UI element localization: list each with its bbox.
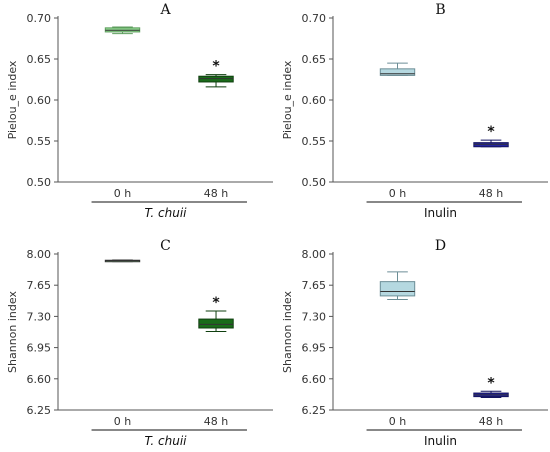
box-baseline bbox=[104, 26, 141, 35]
y-tick-label: 0.70 bbox=[302, 12, 327, 25]
box-iqr bbox=[379, 68, 416, 76]
panel-a: 0.50 0.55 0.60 0.65 0.70 Pielou_e index A 0 h * 4… bbox=[6, 2, 273, 220]
box-baseline bbox=[379, 271, 416, 300]
x-tick-label: 48 h bbox=[204, 415, 228, 428]
y-tick-label: 0.60 bbox=[302, 94, 327, 107]
significance-marker: * bbox=[487, 375, 495, 391]
y-tick-label: 8.00 bbox=[302, 248, 327, 261]
significance-marker: * bbox=[487, 124, 495, 140]
panel-letter: C bbox=[160, 238, 171, 254]
panel-letter: D bbox=[435, 238, 446, 254]
box-baseline bbox=[104, 259, 141, 263]
box-iqr bbox=[198, 318, 234, 329]
y-tick-label: 6.25 bbox=[27, 404, 52, 417]
group-label: T. chuii bbox=[144, 206, 187, 220]
y-axis-label: Shannon index bbox=[6, 291, 19, 373]
x-tick-label: 0 h bbox=[389, 415, 406, 428]
y-tick-label: 0.50 bbox=[27, 176, 52, 189]
x-tick-label: 0 h bbox=[114, 187, 131, 200]
y-tick-label: 7.65 bbox=[302, 279, 327, 292]
panel-b: 0.50 0.55 0.60 0.65 0.70 Pielou_e index B 0 h * 4… bbox=[281, 2, 548, 220]
y-tick-label: 6.60 bbox=[302, 373, 327, 386]
y-tick-label: 7.30 bbox=[27, 310, 52, 323]
x-tick-label: 48 h bbox=[204, 187, 228, 200]
panel-d: 6.25 6.60 6.95 7.30 7.65 8.00 Shannon index D 0 … bbox=[281, 238, 548, 448]
y-tick-label: 7.30 bbox=[302, 310, 327, 323]
group-label: Inulin bbox=[424, 206, 457, 220]
x-tick-label: 0 h bbox=[114, 415, 131, 428]
y-axis-label: Pielou_e index bbox=[6, 60, 19, 139]
y-tick-label: 0.60 bbox=[27, 94, 52, 107]
y-tick-label: 6.95 bbox=[302, 342, 327, 355]
y-tick-label: 6.25 bbox=[302, 404, 327, 417]
box-treated: * bbox=[198, 59, 234, 88]
y-tick-label: 0.65 bbox=[302, 53, 327, 66]
box-treated: * bbox=[473, 375, 509, 399]
y-tick-label: 8.00 bbox=[27, 248, 52, 261]
box-treated: * bbox=[473, 124, 509, 148]
y-tick-label: 6.95 bbox=[27, 342, 52, 355]
y-tick-label: 0.70 bbox=[27, 12, 52, 25]
y-tick-label: 0.55 bbox=[27, 135, 52, 148]
group-label: Inulin bbox=[424, 434, 457, 448]
y-tick-label: 7.65 bbox=[27, 279, 52, 292]
panel-letter: B bbox=[435, 2, 445, 18]
y-tick-label: 0.55 bbox=[302, 135, 327, 148]
box-baseline bbox=[379, 62, 416, 76]
panel-letter: A bbox=[159, 2, 171, 18]
significance-marker: * bbox=[212, 295, 220, 311]
panel-c: 6.25 6.60 6.95 7.30 7.65 8.00 Shannon index C 0 … bbox=[6, 238, 273, 448]
group-label: T. chuii bbox=[144, 434, 187, 448]
y-axis-label: Shannon index bbox=[281, 291, 294, 373]
y-tick-label: 0.50 bbox=[302, 176, 327, 189]
box-iqr bbox=[379, 281, 416, 297]
y-tick-label: 6.60 bbox=[27, 373, 52, 386]
x-tick-label: 0 h bbox=[389, 187, 406, 200]
significance-marker: * bbox=[212, 59, 220, 75]
y-tick-label: 0.65 bbox=[27, 53, 52, 66]
x-tick-label: 48 h bbox=[479, 187, 503, 200]
y-axis-label: Pielou_e index bbox=[281, 60, 294, 139]
box-treated: * bbox=[198, 295, 234, 333]
x-tick-label: 48 h bbox=[479, 415, 503, 428]
